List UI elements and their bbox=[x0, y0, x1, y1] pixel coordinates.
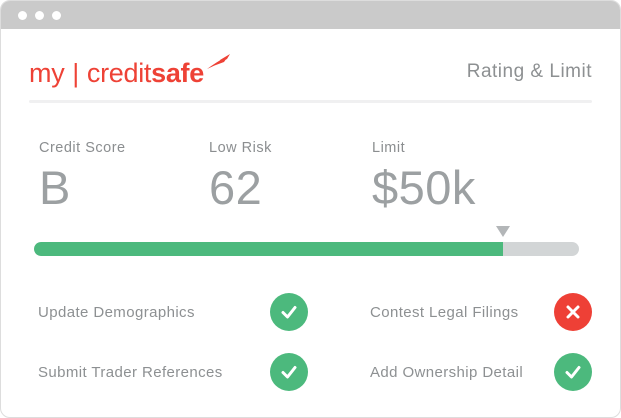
stat-value: B bbox=[39, 161, 71, 214]
window-titlebar bbox=[1, 1, 620, 29]
task-submit-trader-references[interactable]: Submit Trader References bbox=[38, 353, 308, 391]
stat-label: Low Risk bbox=[209, 140, 272, 156]
task-contest-legal-filings[interactable]: Contest Legal Filings bbox=[370, 293, 592, 331]
x-icon bbox=[566, 305, 580, 319]
status-icon bbox=[554, 353, 592, 391]
logo-safe: safe bbox=[151, 58, 204, 88]
task-update-demographics[interactable]: Update Demographics bbox=[38, 293, 308, 331]
status-icon bbox=[554, 293, 592, 331]
logo-my: my bbox=[29, 58, 65, 88]
task-list: Update Demographics Contest Legal Filing… bbox=[38, 293, 592, 391]
task-label: Add Ownership Detail bbox=[370, 363, 524, 381]
stat-label: Credit Score bbox=[39, 140, 126, 156]
stat-label: Limit bbox=[372, 140, 406, 156]
logo-credit: credit bbox=[86, 58, 152, 88]
stat-limit: Limit $50k bbox=[372, 140, 476, 211]
header-row: my | credit safe Rating & Limit bbox=[29, 51, 592, 87]
window-control-dot[interactable] bbox=[18, 10, 27, 20]
check-icon bbox=[281, 306, 297, 319]
window-control-dot[interactable] bbox=[35, 10, 44, 20]
header-divider bbox=[29, 100, 592, 103]
progress-track bbox=[34, 242, 579, 256]
logo-swoosh-icon bbox=[206, 48, 230, 75]
progress-marker-icon bbox=[495, 226, 510, 237]
logo-pipe: | bbox=[72, 58, 79, 88]
stat-value: 62 bbox=[209, 161, 263, 214]
task-label: Update Demographics bbox=[38, 303, 195, 321]
creditsafe-logo[interactable]: my | credit safe bbox=[29, 54, 230, 88]
check-icon bbox=[565, 366, 581, 379]
check-icon bbox=[281, 366, 297, 379]
stat-risk: Low Risk 62 bbox=[209, 140, 372, 211]
status-icon bbox=[270, 353, 308, 391]
status-icon bbox=[270, 293, 308, 331]
page-title: Rating & Limit bbox=[466, 61, 592, 82]
stat-credit-score: Credit Score B bbox=[39, 140, 209, 211]
page-content: my | credit safe Rating & Limit Credit S… bbox=[1, 51, 620, 391]
task-label: Submit Trader References bbox=[38, 363, 223, 381]
task-add-ownership-detail[interactable]: Add Ownership Detail bbox=[370, 353, 592, 391]
stats-row: Credit Score B Low Risk 62 Limit $50k bbox=[39, 140, 592, 211]
stat-value: $50k bbox=[372, 161, 476, 214]
window-control-dot[interactable] bbox=[52, 10, 61, 20]
task-label: Contest Legal Filings bbox=[370, 303, 519, 321]
score-progress bbox=[34, 226, 579, 256]
progress-fill bbox=[34, 242, 503, 256]
